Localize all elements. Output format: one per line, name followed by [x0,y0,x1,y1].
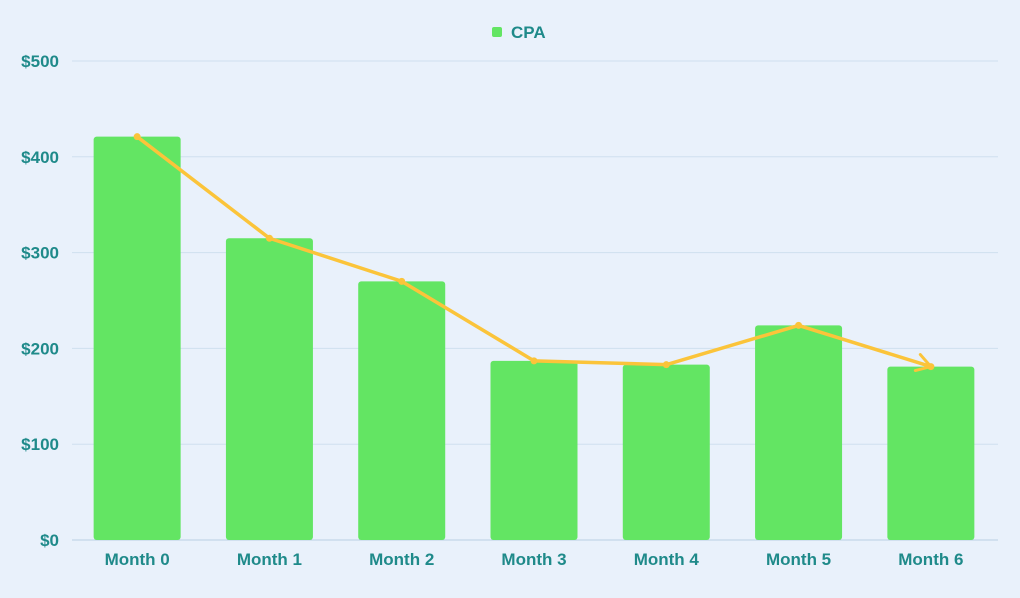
y-tick-label: $400 [21,148,59,167]
bars [93,136,975,541]
trend-point[interactable] [662,361,670,369]
bar-month-5[interactable] [755,325,843,540]
bar-month-6[interactable] [887,366,975,540]
bar-month-4[interactable] [622,364,710,540]
trend-point[interactable] [795,321,803,329]
x-tick-label: Month 4 [634,550,700,569]
y-tick-label: $200 [21,339,59,358]
y-tick-label: $500 [21,52,59,71]
trend-point[interactable] [398,277,406,285]
x-axis-ticks: Month 0 Month 1 Month 2 Month 3 Month 4 Month… [105,550,964,569]
legend[interactable]: CPA [492,23,546,42]
trend-line [133,133,935,373]
trend-arrowhead-icon [913,353,933,373]
legend-label[interactable]: CPA [511,23,546,42]
x-tick-label: Month 0 [105,550,170,569]
trend-point[interactable] [133,133,141,141]
y-tick-label: $300 [21,244,59,263]
y-tick-label: $0 [40,531,59,550]
trend-point[interactable] [530,357,538,365]
x-tick-label: Month 3 [501,550,566,569]
x-tick-label: Month 5 [766,550,831,569]
bar-month-3[interactable] [490,360,578,540]
y-axis-ticks: $0 $100 $200 $300 $400 $500 [21,52,59,550]
x-tick-label: Month 6 [898,550,963,569]
y-tick-label: $100 [21,435,59,454]
bar-month-1[interactable] [225,238,313,541]
x-tick-label: Month 2 [369,550,434,569]
bar-month-2[interactable] [358,281,446,540]
bar-month-0[interactable] [93,136,181,540]
legend-swatch[interactable] [492,27,502,37]
trend-point[interactable] [265,234,273,242]
x-tick-label: Month 1 [237,550,302,569]
